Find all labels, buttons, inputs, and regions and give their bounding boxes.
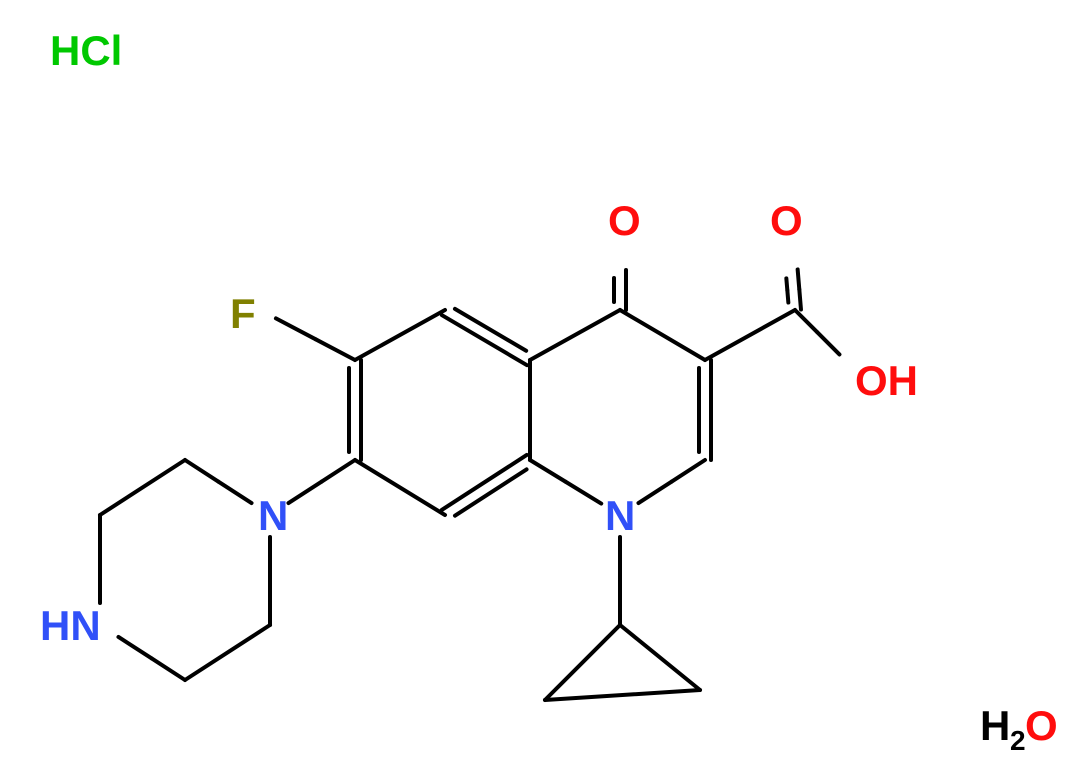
atom-label-h2o_h: H [980,702,1010,749]
bond [530,460,566,482]
atom-label-f: F [230,290,256,337]
atom-label-o2: O [770,197,803,244]
bond [817,332,839,354]
bond [355,460,445,515]
bond [566,482,602,504]
bond [218,482,251,504]
bond [705,310,795,360]
bond [315,339,355,360]
bond [355,310,445,360]
atom-label-n2: N [605,492,635,539]
atom-label-o1: O [608,197,641,244]
bond [545,690,700,700]
bond [795,310,817,332]
bond [545,625,620,700]
atom-label-hn: HN [40,602,101,649]
bond [442,315,527,365]
bond [672,460,705,482]
atom-label-hcl: HCl [50,27,122,74]
bond [322,460,355,482]
bond [638,482,671,504]
atom-label-oh: OH [855,357,918,404]
molecule-svg: HClFOOOHNNHNH2O [0,0,1083,763]
bond [100,460,185,515]
bond [185,460,218,482]
bond [185,625,270,680]
atom-label-h2o_2: 2 [1010,725,1026,756]
bond [799,289,801,309]
bond [152,658,185,680]
bond [288,482,321,504]
bond [620,310,705,360]
bond [530,310,620,360]
atom-label-h2o_o: O [1025,702,1058,749]
bond [118,637,151,659]
bond [276,318,316,339]
bond [786,278,787,290]
bond [620,625,700,690]
bond [442,455,527,510]
bond [798,269,800,289]
atom-label-n1: N [258,492,288,539]
